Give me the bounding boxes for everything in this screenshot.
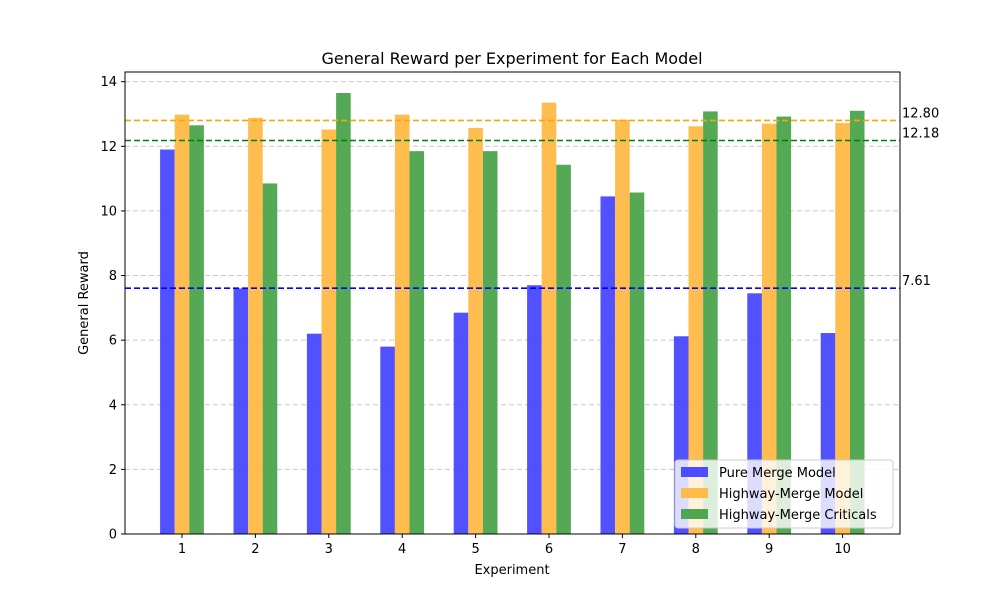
y-tick-label: 12	[100, 140, 117, 155]
chart-title: General Reward per Experiment for Each M…	[321, 49, 702, 68]
y-tick-label: 10	[100, 204, 117, 219]
reference-lines: 12.80 12.18 7.61	[125, 106, 939, 289]
legend: Pure Merge Model Highway-Merge Model Highw…	[674, 459, 894, 529]
bar-highway-merge-model-9	[761, 123, 777, 534]
legend-swatch	[681, 467, 708, 477]
bar-highway-merge-model-10	[835, 123, 850, 535]
y-tick-label: 6	[109, 334, 117, 349]
x-tick-label: 9	[765, 542, 773, 557]
x-tick-label: 8	[692, 542, 700, 557]
bar-highway-merge-model-3	[321, 129, 337, 534]
legend-swatch	[681, 509, 708, 519]
legend-frame	[674, 459, 894, 529]
y-tick-label: 2	[109, 463, 117, 478]
bar-highway-merge-criticals-9	[776, 116, 792, 534]
bar-highway-merge-model-4	[394, 114, 410, 535]
x-tick-label: 3	[325, 542, 333, 557]
bars	[160, 93, 865, 535]
bar-highway-merge-criticals-8	[703, 111, 718, 535]
bar-pure-merge-model-7	[600, 196, 616, 534]
legend-swatch	[681, 488, 708, 498]
x-tick-label: 10	[834, 542, 851, 557]
x-tick-label: 5	[471, 542, 479, 557]
y-tick-label: 0	[109, 528, 117, 543]
x-tick-label: 4	[398, 542, 406, 557]
y-axis-ticks: 0 2 4 6 8 10 12 14	[100, 75, 125, 543]
bar-highway-merge-criticals-6	[556, 164, 571, 534]
plot-frame	[124, 71, 901, 535]
y-axis-title: General Reward	[77, 251, 92, 355]
bar-highway-merge-criticals-7	[629, 192, 645, 534]
bar-highway-merge-model-6	[541, 102, 557, 534]
y-tick-label: 14	[100, 75, 117, 90]
reference-line-label: 12.80	[902, 106, 939, 121]
bar-highway-merge-criticals-1	[189, 125, 204, 535]
x-axis-ticks: 1 2 3 4 5 6 7 8 9 10	[178, 534, 851, 557]
bar-pure-merge-model-1	[160, 149, 175, 535]
bar-pure-merge-model-3	[306, 333, 322, 534]
y-tick-label: 8	[109, 269, 117, 284]
x-tick-label: 1	[178, 542, 186, 557]
legend-label: Pure Merge Model	[719, 466, 836, 481]
bar-highway-merge-criticals-4	[409, 151, 425, 534]
legend-label: Highway-Merge Model	[719, 487, 863, 502]
y-tick-label: 4	[109, 398, 117, 413]
x-tick-label: 7	[618, 542, 626, 557]
bar-highway-merge-criticals-5	[482, 151, 498, 534]
bar-pure-merge-model-6	[527, 285, 542, 534]
legend-label: Highway-Merge Criticals	[719, 508, 877, 523]
bar-highway-merge-model-7	[615, 119, 630, 535]
bar-highway-merge-model-2	[248, 117, 263, 534]
bar-pure-merge-model-5	[453, 312, 469, 534]
bar-highway-merge-criticals-3	[336, 93, 351, 534]
x-tick-label: 6	[545, 542, 553, 557]
x-tick-label: 2	[251, 542, 259, 557]
bar-pure-merge-model-4	[380, 346, 395, 534]
bar-pure-merge-model-2	[233, 288, 249, 534]
bar-highway-merge-model-5	[468, 127, 483, 535]
bar-highway-merge-criticals-2	[262, 183, 278, 534]
x-axis-title: Experiment	[474, 563, 549, 578]
reference-line-label: 7.61	[902, 274, 931, 289]
bar-highway-merge-model-1	[174, 114, 190, 535]
bar-highway-merge-criticals-10	[849, 110, 865, 535]
reference-line-label: 12.18	[902, 126, 939, 141]
bar-highway-merge-model-8	[688, 126, 704, 535]
